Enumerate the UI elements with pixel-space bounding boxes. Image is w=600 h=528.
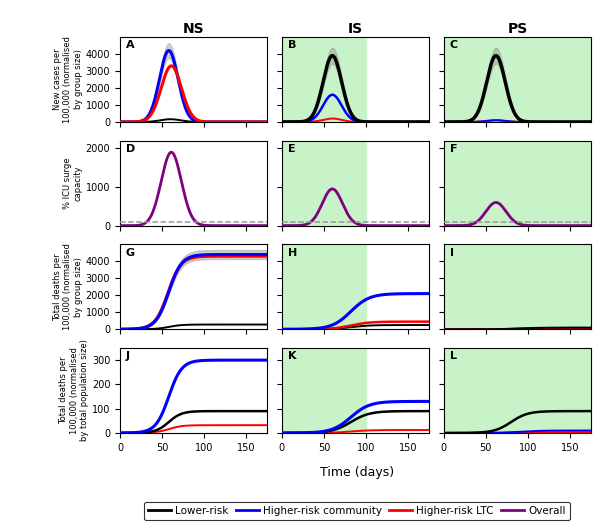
Bar — [282, 348, 366, 433]
Title: PS: PS — [507, 22, 527, 36]
Text: L: L — [449, 351, 457, 361]
Text: G: G — [126, 248, 135, 258]
Text: B: B — [288, 40, 296, 50]
Y-axis label: Total deaths per
100,000 (normalised
by group size): Total deaths per 100,000 (normalised by … — [53, 243, 83, 330]
Bar — [282, 140, 366, 225]
Text: Time (days): Time (days) — [320, 466, 394, 479]
Text: D: D — [126, 144, 135, 154]
Legend: Lower-risk, Higher-risk community, Higher-risk LTC, Overall: Lower-risk, Higher-risk community, Highe… — [144, 502, 570, 520]
Text: H: H — [288, 248, 297, 258]
Text: J: J — [126, 351, 130, 361]
Text: C: C — [449, 40, 458, 50]
Bar — [282, 37, 366, 122]
Text: F: F — [449, 144, 457, 154]
Bar — [444, 348, 591, 433]
Y-axis label: Total deaths per
100,000 (normalised
by total population size): Total deaths per 100,000 (normalised by … — [59, 340, 89, 441]
Text: I: I — [449, 248, 454, 258]
Bar — [282, 244, 366, 329]
Bar — [444, 244, 591, 329]
Bar — [444, 37, 591, 122]
Title: IS: IS — [348, 22, 363, 36]
Text: E: E — [288, 144, 295, 154]
Text: A: A — [126, 40, 134, 50]
Y-axis label: % ICU surge
capacity: % ICU surge capacity — [64, 157, 83, 209]
Title: NS: NS — [183, 22, 205, 36]
Text: K: K — [288, 351, 296, 361]
Bar — [444, 140, 591, 225]
Y-axis label: New cases per
100,000 (normalised
by group size): New cases per 100,000 (normalised by gro… — [53, 36, 83, 123]
